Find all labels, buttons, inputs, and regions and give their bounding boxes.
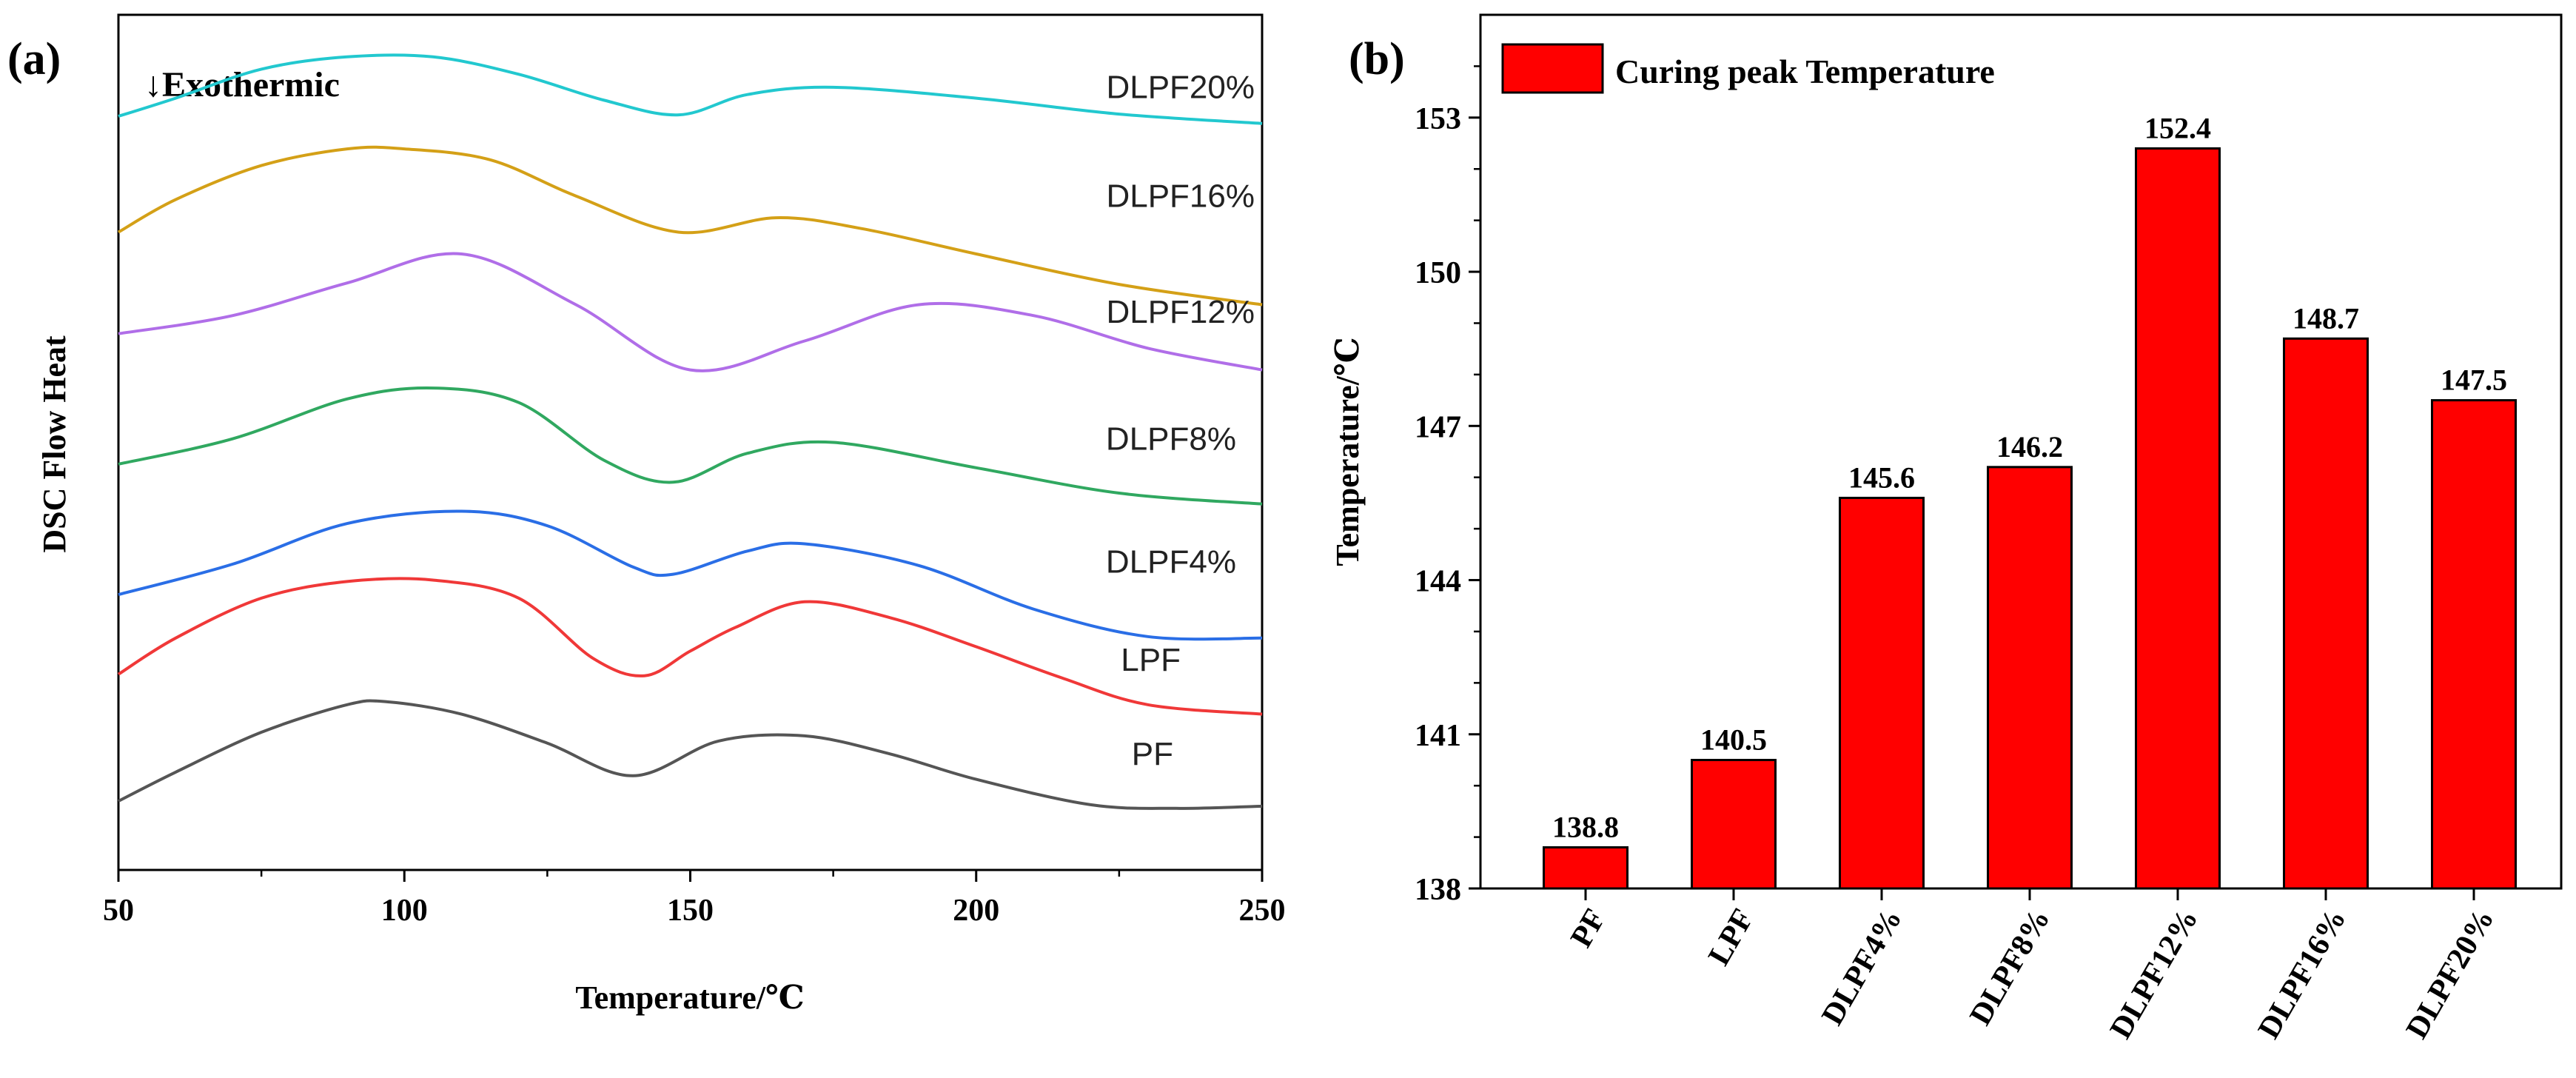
dsc-x-tick-label: 100 bbox=[381, 894, 428, 928]
dsc-x-tick-label: 50 bbox=[103, 894, 134, 928]
curve-label-pf: PF bbox=[1132, 736, 1173, 772]
panel-label-a: (a) bbox=[7, 34, 61, 84]
bar-y-tick-label: 147 bbox=[1415, 410, 1461, 444]
dsc-curve-dlpf4 bbox=[118, 509, 1263, 641]
curve-label-dlpf16: DLPF16% bbox=[1106, 178, 1255, 214]
bar-category-label: DLPF16% bbox=[2252, 903, 2353, 1045]
bar-category-label: LPF bbox=[1702, 903, 1761, 971]
curve-label-lpf: LPF bbox=[1121, 642, 1181, 678]
dsc-curve-dlpf12 bbox=[118, 252, 1263, 372]
bar-dlpf16 bbox=[2283, 337, 2369, 890]
bar-value-label: 152.4 bbox=[2144, 111, 2211, 144]
curve-label-dlpf20: DLPF20% bbox=[1106, 70, 1255, 106]
bar-y-axis-title: Temperature/℃ bbox=[1329, 337, 1366, 566]
bar-dlpf8 bbox=[1987, 466, 2073, 890]
bar-y-tick-label: 153 bbox=[1415, 102, 1461, 136]
legend-swatch bbox=[1501, 43, 1604, 94]
dsc-x-tick-label: 250 bbox=[1239, 894, 1286, 928]
dsc-panel: (a) ↓Exothermic DLPF20%DLPF16%DLPF12%DLP… bbox=[7, 13, 1286, 1016]
bar-y-tick-label: 144 bbox=[1415, 565, 1461, 599]
dsc-curve-lpf bbox=[117, 577, 1263, 716]
dsc-curve-dlpf8 bbox=[118, 386, 1263, 506]
bars: 138.8 140.5 145.6 146.2 152.4 148.7 147.5 bbox=[1543, 111, 2517, 890]
bar-y-ticks: 138 141 144 147 150 153 bbox=[1415, 65, 1480, 907]
dsc-x-tick-label: 150 bbox=[667, 894, 714, 928]
bar-category-label: DLPF20% bbox=[2400, 903, 2501, 1045]
panel-label-b: (b) bbox=[1349, 34, 1405, 84]
bar-value-label: 138.8 bbox=[1552, 810, 1619, 843]
dsc-x-tick-label: 200 bbox=[953, 894, 999, 928]
bar-y-tick-label: 141 bbox=[1415, 719, 1461, 753]
dsc-curves bbox=[117, 53, 1263, 810]
bar-value-label: 148.7 bbox=[2292, 301, 2359, 335]
bar-dlpf4 bbox=[1839, 496, 1925, 890]
bar-dlpf20 bbox=[2431, 399, 2517, 890]
bar-lpf bbox=[1691, 758, 1777, 890]
bar-dlpf12 bbox=[2135, 147, 2221, 890]
bar-value-label: 146.2 bbox=[1996, 430, 2063, 463]
bar-y-tick-label: 150 bbox=[1415, 256, 1461, 290]
dsc-y-axis-title: DSC Flow Heat bbox=[36, 335, 73, 553]
bar-category-label: DLPF4% bbox=[1815, 903, 1908, 1031]
dsc-x-axis-title: Temperature/℃ bbox=[575, 980, 804, 1016]
dsc-curve-pf bbox=[118, 699, 1263, 810]
curve-label-dlpf8: DLPF8% bbox=[1106, 421, 1236, 457]
bar-y-tick-label: 138 bbox=[1415, 873, 1461, 907]
dsc-curve-dlpf20 bbox=[118, 53, 1263, 125]
bar-category-label: PF bbox=[1564, 903, 1612, 953]
dsc-curve-dlpf16 bbox=[118, 145, 1263, 307]
curve-label-dlpf4: DLPF4% bbox=[1106, 544, 1236, 580]
bar-x-ticks: PF LPF DLPF4% DLPF8% DLPF12% DLPF16% DLPF20% bbox=[1564, 888, 2501, 1045]
dsc-curve-labels: DLPF20% DLPF16% DLPF12% DLPF8% DLPF4% LPF PF bbox=[1106, 70, 1255, 773]
legend-label: Curing peak Temperature bbox=[1615, 53, 1995, 90]
bar-value-label: 140.5 bbox=[1700, 723, 1767, 756]
dsc-plot-frame bbox=[117, 13, 1264, 871]
bar-panel: (b) 138 141 144 147 150 153 138.8 140.5 145.6 14… bbox=[1329, 13, 2563, 1045]
bar-category-label: DLPF12% bbox=[2104, 903, 2205, 1045]
bar-value-label: 147.5 bbox=[2441, 364, 2507, 397]
curve-label-dlpf12: DLPF12% bbox=[1106, 294, 1255, 330]
bar-category-label: DLPF8% bbox=[1963, 903, 2056, 1031]
bar-value-label: 145.6 bbox=[1848, 461, 1915, 494]
dsc-x-ticks: 50 100 150 200 250 bbox=[103, 870, 1286, 928]
bar-pf bbox=[1543, 846, 1629, 890]
